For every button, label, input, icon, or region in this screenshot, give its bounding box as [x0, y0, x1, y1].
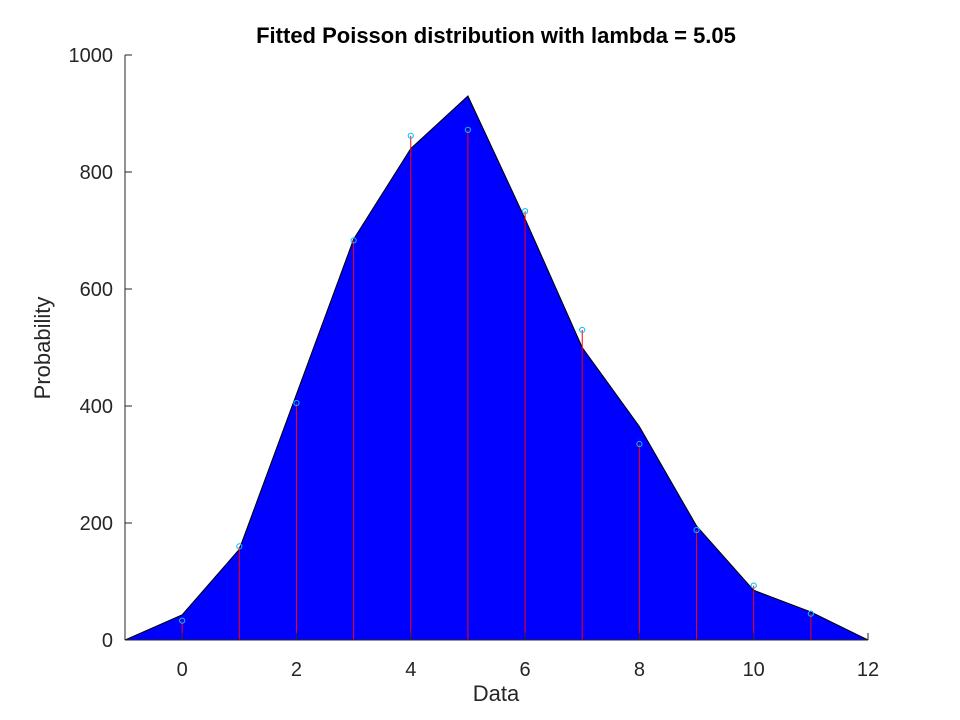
- x-axis-label: Data: [473, 681, 520, 706]
- stem-marker: [236, 543, 243, 550]
- y-tick-label: 400: [80, 396, 113, 418]
- stem-marker: [464, 126, 472, 133]
- y-tick-label: 1000: [69, 45, 114, 67]
- axes: 0 2 4 6 8 10 12 0 200 400 600 800 1000: [69, 45, 880, 681]
- stem-marker: [636, 440, 643, 448]
- fitted-area: [124, 95, 869, 641]
- x-tick-label: 12: [857, 659, 879, 681]
- x-tick-label: 8: [634, 659, 645, 681]
- stem-marker: [579, 326, 586, 334]
- x-tick-label: 0: [177, 659, 188, 681]
- x-tick-label: 2: [291, 659, 302, 681]
- plot-area: [124, 95, 869, 641]
- x-tick-label: 10: [743, 659, 765, 681]
- chart-title: Fitted Poisson distribution with lambda …: [256, 23, 736, 48]
- stem-marker: [521, 208, 529, 215]
- stem-marker: [293, 399, 300, 407]
- stem-marker: [350, 237, 357, 244]
- stem-marker: [693, 526, 700, 534]
- y-tick-label: 800: [80, 162, 113, 184]
- x-tick-label: 6: [520, 659, 531, 681]
- y-tick-label: 0: [102, 630, 113, 652]
- y-axis-label: Probability: [30, 297, 55, 400]
- stem-marker: [750, 582, 757, 589]
- y-tick-label: 200: [80, 513, 113, 535]
- y-tick-label: 600: [80, 279, 113, 301]
- stem-marker: [179, 617, 186, 624]
- stem-marker: [807, 610, 814, 617]
- stem-marker: [407, 132, 414, 139]
- x-tick-label: 4: [405, 659, 416, 681]
